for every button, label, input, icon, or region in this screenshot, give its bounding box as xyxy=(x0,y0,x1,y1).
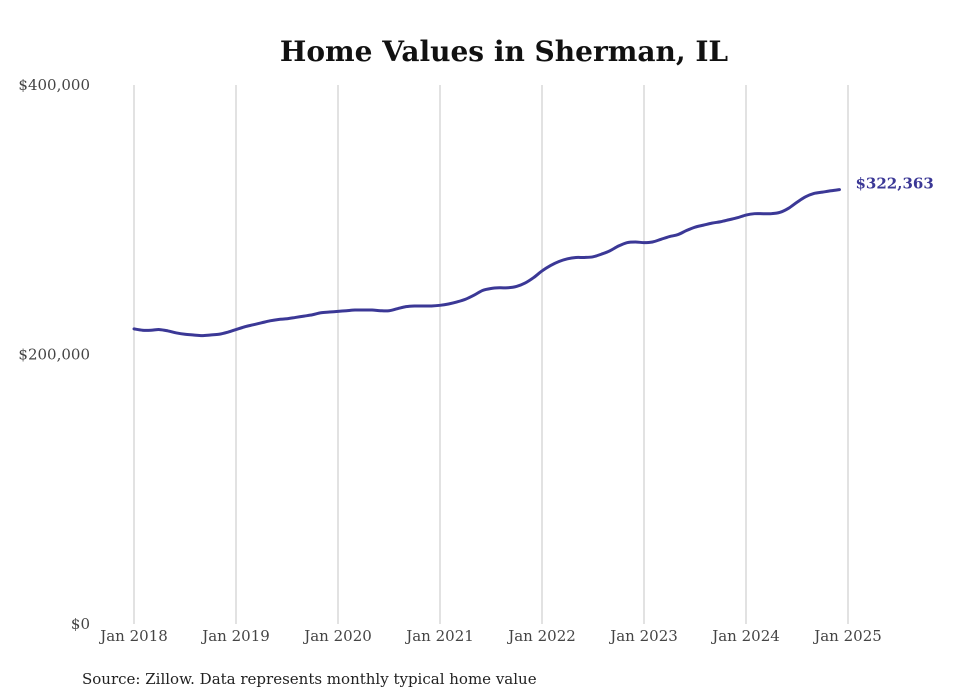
series-group: $322,363 xyxy=(132,175,934,338)
series-line xyxy=(132,188,841,338)
chart-title: Home Values in Sherman, IL xyxy=(280,35,729,68)
gridlines xyxy=(133,85,849,624)
x-tick-label: Jan 2019 xyxy=(200,627,270,645)
x-tick-label: Jan 2025 xyxy=(812,627,882,645)
y-tick-label: $400,000 xyxy=(18,76,90,94)
x-axis-ticks: Jan 2018 Jan 2019 Jan 2020 Jan 2021 Jan 2022… xyxy=(98,627,882,645)
y-tick-label: $0 xyxy=(71,615,90,633)
x-tick-label: Jan 2024 xyxy=(710,627,780,645)
y-tick-label: $200,000 xyxy=(18,346,90,364)
x-tick-label: Jan 2020 xyxy=(302,627,372,645)
x-tick-label: Jan 2023 xyxy=(608,627,678,645)
x-tick-label: Jan 2021 xyxy=(404,627,474,645)
source-note: Source: Zillow. Data represents monthly … xyxy=(82,670,537,688)
x-tick-label: Jan 2018 xyxy=(98,627,168,645)
y-axis-ticks: $0 $200,000 $400,000 xyxy=(18,76,90,633)
end-value-label: $322,363 xyxy=(856,175,934,193)
x-tick-label: Jan 2022 xyxy=(506,627,576,645)
